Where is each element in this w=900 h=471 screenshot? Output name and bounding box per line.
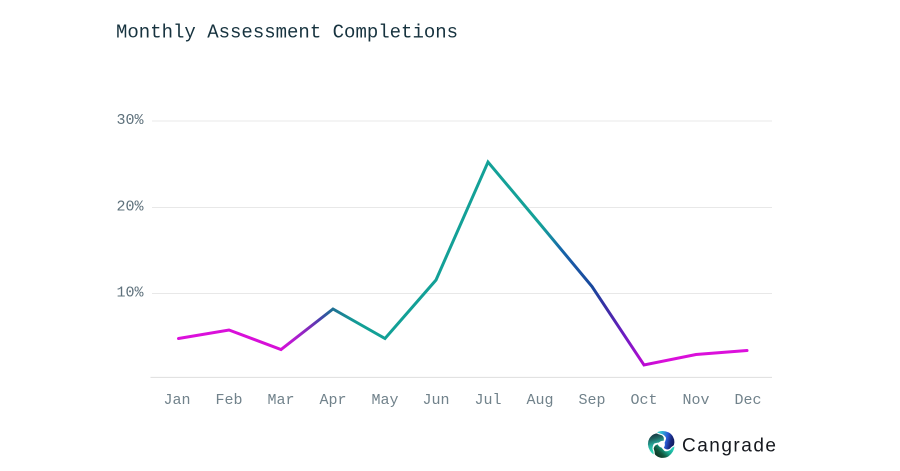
svg-text:Jun: Jun: [422, 392, 449, 409]
svg-text:Nov: Nov: [682, 392, 709, 409]
svg-text:Dec: Dec: [734, 392, 761, 409]
svg-text:Mar: Mar: [267, 392, 294, 409]
svg-text:Cangrade: Cangrade: [682, 435, 777, 456]
svg-text:20%: 20%: [116, 198, 144, 215]
svg-text:Oct: Oct: [630, 392, 657, 409]
svg-text:Jan: Jan: [163, 392, 190, 409]
svg-text:Jul: Jul: [474, 392, 501, 409]
svg-text:Monthly Assessment Completions: Monthly Assessment Completions: [116, 21, 458, 43]
svg-text:Sep: Sep: [578, 392, 605, 409]
svg-text:10%: 10%: [116, 284, 144, 301]
svg-text:May: May: [371, 392, 398, 409]
svg-text:30%: 30%: [116, 112, 144, 129]
svg-text:Apr: Apr: [319, 392, 346, 409]
svg-text:Feb: Feb: [215, 392, 242, 409]
svg-text:Aug: Aug: [526, 392, 553, 409]
